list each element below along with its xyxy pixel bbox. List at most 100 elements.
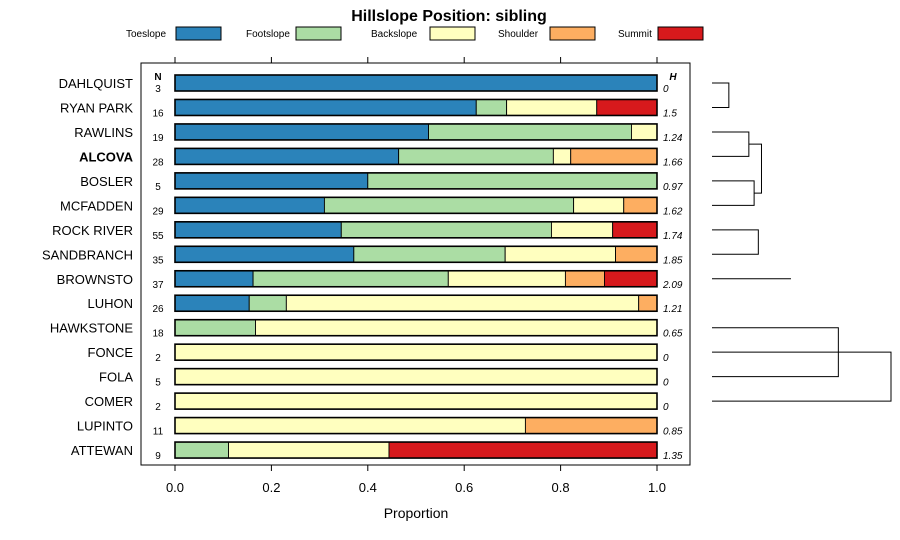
category-label: RAWLINS — [74, 125, 133, 140]
bar-segment-footslope — [398, 147, 554, 165]
legend-label: Footslope — [246, 29, 290, 40]
legend-swatch — [657, 26, 704, 41]
n-value: 2 — [155, 353, 161, 364]
bar-outline — [174, 98, 658, 117]
bar-outline — [174, 392, 658, 410]
bar-segment-toeslope — [174, 245, 355, 263]
category-label: BROWNSTO — [57, 272, 133, 287]
row-fola: FOLA 5 0 — [99, 367, 669, 389]
category-label: FOLA — [99, 370, 133, 385]
legend-swatch — [429, 26, 476, 41]
bar-segment-backslope — [174, 392, 658, 410]
x-axis-label: Proportion — [384, 505, 449, 521]
h-value: 1.24 — [663, 133, 683, 144]
x-tick-label: 0.6 — [455, 480, 473, 495]
bar-segment-shoulder — [615, 245, 658, 263]
n-value: 28 — [152, 157, 164, 168]
n-header: N — [154, 72, 161, 83]
x-tick-label: 0.0 — [166, 480, 184, 495]
legend-label: Backslope — [371, 29, 418, 40]
bar-outline — [174, 294, 658, 313]
h-value: 0 — [663, 378, 669, 389]
bar-segment-toeslope — [174, 270, 254, 288]
h-value: 0.65 — [663, 329, 683, 340]
legend-label: Toeslope — [126, 29, 166, 40]
bar-segment-summit — [596, 99, 658, 116]
n-value: 3 — [155, 84, 161, 95]
bar-segment-toeslope — [174, 294, 250, 312]
n-value: 55 — [152, 231, 164, 242]
legend-item-summit: Summit — [618, 26, 704, 41]
dendrogram-branch — [712, 131, 750, 157]
dendrogram-branch — [712, 180, 755, 206]
bar-segment-toeslope — [174, 99, 477, 116]
row-fonce: FONCE 2 0 — [88, 343, 669, 364]
row-alcova: ALCOVA 28 1.66 — [79, 147, 683, 168]
dendrogram-branch — [712, 82, 730, 108]
bar-segment-backslope — [255, 319, 658, 337]
row-mcfadden: MCFADDEN 29 1.62 — [60, 196, 683, 217]
n-value: 5 — [155, 378, 161, 389]
h-value: 0 — [663, 402, 669, 413]
category-label: LUHON — [87, 296, 133, 311]
bar-outline — [174, 123, 658, 141]
bar-outline — [174, 147, 658, 166]
bar-segment-backslope — [506, 99, 598, 116]
bar-segment-backslope — [285, 294, 640, 312]
category-label: BOSLER — [80, 174, 133, 189]
x-tick-label: 0.4 — [359, 480, 377, 495]
n-value: 16 — [152, 108, 164, 119]
plot-frame — [140, 62, 691, 466]
category-label: SANDBRANCH — [42, 247, 133, 262]
legend-label: Summit — [618, 29, 652, 40]
bar-segment-backslope — [631, 123, 658, 141]
row-dahlquist: DAHLQUIST 3 0 — [59, 74, 669, 95]
row-bosler: BOSLER 5 0.97 — [80, 172, 683, 193]
h-value: 0 — [663, 353, 669, 364]
row-sandbranch: SANDBRANCH 35 1.85 — [42, 245, 683, 266]
dendrogram-branch — [712, 229, 759, 255]
n-value: 37 — [152, 280, 164, 291]
bar-outline — [174, 172, 658, 190]
bar-segment-shoulder — [524, 417, 658, 435]
legend-swatch — [175, 26, 222, 41]
x-tick-label: 0.8 — [552, 480, 570, 495]
n-value: 9 — [155, 451, 161, 462]
bar-segment-backslope — [552, 147, 572, 165]
category-label: ALCOVA — [79, 149, 134, 164]
category-label: ROCK RIVER — [52, 223, 133, 238]
bar-outline — [174, 367, 658, 386]
bar-segment-shoulder — [623, 196, 658, 214]
row-lupinto: LUPINTO 11 0.85 — [77, 416, 683, 438]
category-label: HAWKSTONE — [50, 321, 133, 336]
row-luhon: LUHON 26 1.21 — [87, 294, 682, 315]
h-value: 0.97 — [663, 182, 683, 193]
n-value: 2 — [155, 402, 161, 413]
h-value: 1.62 — [663, 206, 683, 217]
bar-segment-shoulder — [570, 147, 658, 165]
h-value: 1.85 — [663, 255, 683, 266]
row-ryan-park: RYAN PARK 16 1.5 — [60, 98, 677, 119]
h-value: 1.74 — [663, 231, 683, 242]
h-value: 1.5 — [663, 108, 677, 119]
bar-outline — [174, 318, 658, 337]
n-value: 26 — [152, 304, 164, 315]
bar-segment-toeslope — [174, 123, 429, 141]
h-value: 1.21 — [663, 304, 682, 315]
bar-segment-backslope — [504, 245, 616, 263]
row-comer: COMER 2 0 — [85, 392, 669, 413]
dendrogram-branch — [712, 351, 892, 402]
category-label: DAHLQUIST — [59, 76, 133, 91]
category-label: COMER — [85, 394, 133, 409]
bar-segment-shoulder — [564, 270, 605, 288]
legend-item-footslope: Footslope — [246, 26, 342, 41]
h-value: 1.66 — [663, 157, 683, 168]
bar-outline — [174, 441, 658, 459]
bar-segment-toeslope — [174, 147, 400, 165]
row-rawlins: RAWLINS 19 1.24 — [74, 123, 683, 144]
bar-segment-footslope — [174, 319, 256, 337]
category-label: LUPINTO — [77, 419, 133, 434]
bar-segment-footslope — [475, 99, 508, 116]
h-value: 2.09 — [662, 280, 683, 291]
bar-outline — [174, 416, 658, 435]
